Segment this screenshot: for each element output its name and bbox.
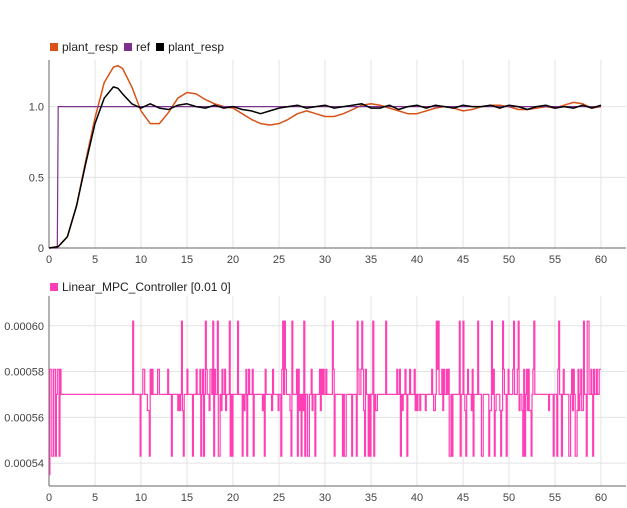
legend-item-mpc: Linear_MPC_Controller [0.01 0] bbox=[50, 280, 231, 294]
legend-label: plant_resp bbox=[168, 40, 225, 54]
x-tick-label: 55 bbox=[549, 254, 561, 266]
legend-swatch-purple bbox=[124, 43, 133, 51]
x-tick-label: 15 bbox=[181, 254, 193, 266]
legend-label: Linear_MPC_Controller [0.01 0] bbox=[62, 280, 231, 294]
y-tick-label: 0.5 bbox=[29, 172, 44, 184]
x-tick-label: 25 bbox=[273, 492, 285, 504]
x-tick-label: 60 bbox=[595, 492, 607, 504]
legend-item-ref: ref bbox=[124, 40, 150, 54]
x-tick-label: 35 bbox=[365, 492, 377, 504]
legend-swatch-black bbox=[156, 43, 165, 51]
x-tick-label: 30 bbox=[319, 492, 331, 504]
x-tick-label: 10 bbox=[135, 254, 147, 266]
x-tick-label: 5 bbox=[92, 492, 98, 504]
series-line-mpc-controller bbox=[49, 320, 601, 476]
legend-item-plant-resp-orange: plant_resp bbox=[50, 40, 118, 54]
x-tick-label: 40 bbox=[411, 492, 423, 504]
x-tick-label: 25 bbox=[273, 254, 285, 266]
x-tick-label: 0 bbox=[46, 492, 52, 504]
legend-swatch-pink bbox=[50, 283, 58, 291]
legend-label: plant_resp bbox=[62, 40, 119, 54]
bottom-chart-legend: Linear_MPC_Controller [0.01 0] bbox=[50, 280, 231, 294]
legend-item-plant-resp-black: plant_resp bbox=[156, 40, 224, 54]
x-tick-label: 20 bbox=[227, 254, 239, 266]
x-tick-label: 45 bbox=[457, 492, 469, 504]
y-tick-label: 0.00060 bbox=[4, 321, 44, 333]
x-tick-label: 45 bbox=[457, 254, 469, 266]
x-tick-label: 55 bbox=[549, 492, 561, 504]
x-tick-label: 10 bbox=[135, 492, 147, 504]
top-chart-legend: plant_resp ref plant_resp bbox=[50, 40, 224, 54]
y-tick-label: 1.0 bbox=[29, 102, 44, 114]
x-tick-label: 30 bbox=[319, 254, 331, 266]
x-tick-label: 50 bbox=[503, 254, 515, 266]
y-tick-label: 0 bbox=[38, 243, 44, 255]
legend-label: ref bbox=[136, 40, 151, 54]
x-tick-label: 40 bbox=[411, 254, 423, 266]
x-tick-label: 5 bbox=[92, 254, 98, 266]
x-tick-label: 60 bbox=[595, 254, 607, 266]
y-tick-label: 0.00054 bbox=[4, 458, 44, 470]
series-line-plant-resp-black bbox=[48, 86, 602, 249]
x-tick-label: 35 bbox=[365, 254, 377, 266]
x-tick-label: 0 bbox=[46, 254, 52, 266]
x-tick-label: 50 bbox=[503, 492, 515, 504]
x-tick-label: 20 bbox=[227, 492, 239, 504]
y-tick-label: 0.00056 bbox=[4, 412, 44, 424]
x-tick-label: 15 bbox=[181, 492, 193, 504]
y-tick-label: 0.00058 bbox=[4, 367, 44, 379]
legend-swatch-orange bbox=[50, 43, 58, 51]
